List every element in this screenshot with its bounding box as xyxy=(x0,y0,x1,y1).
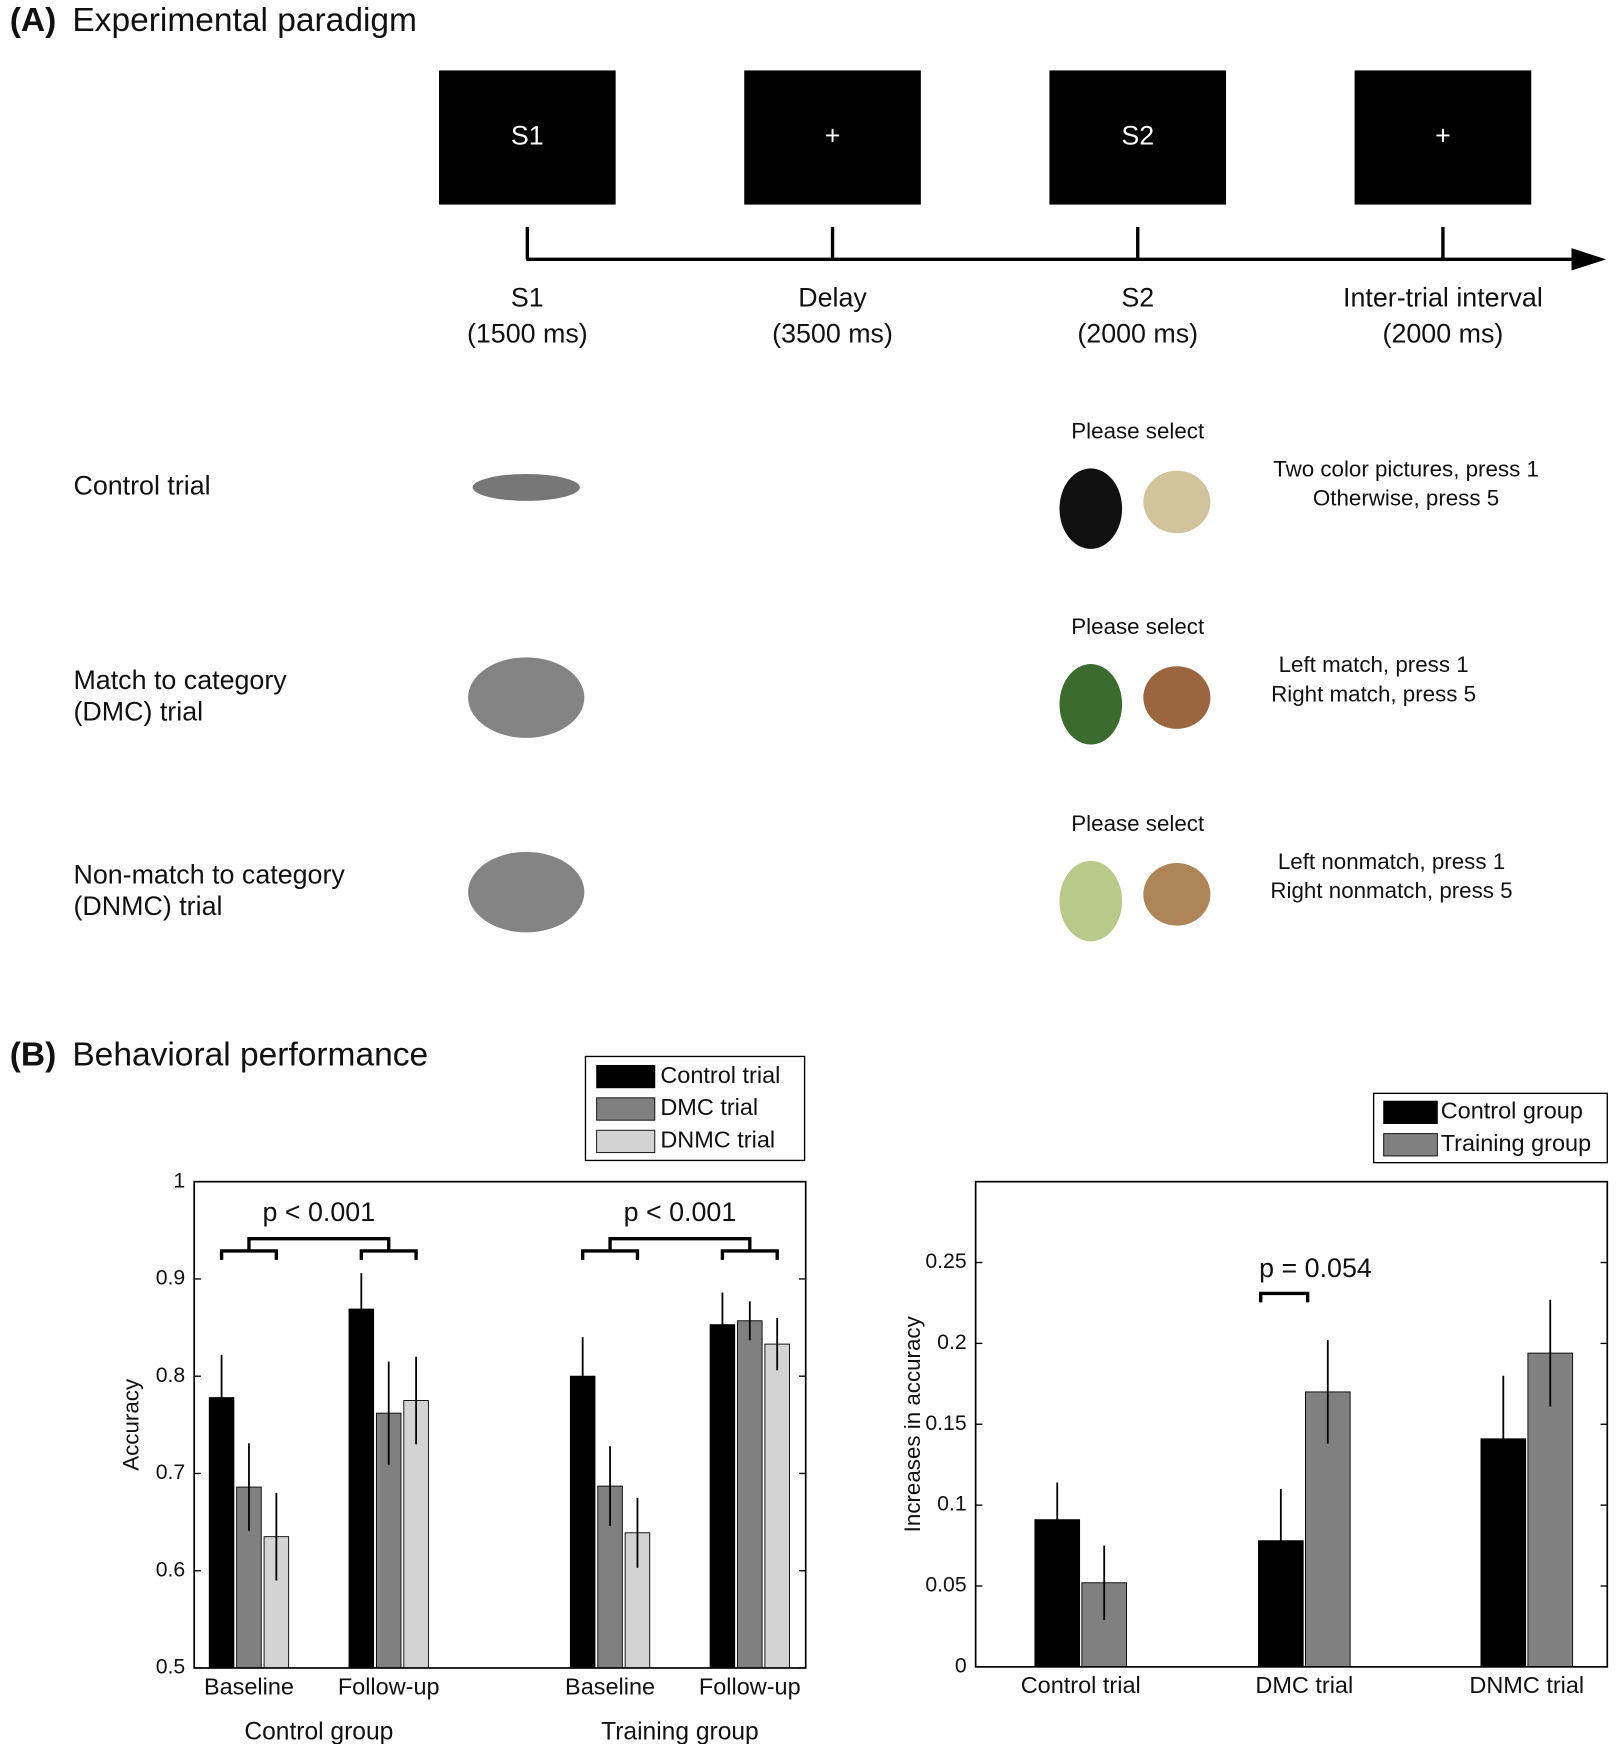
trial-name: Non-match to category xyxy=(73,860,345,890)
trial-name: Control trial xyxy=(73,471,210,501)
screen-label: S2 xyxy=(1121,121,1154,151)
group-label: Training group xyxy=(601,1718,759,1744)
x-tick-label: Control trial xyxy=(1021,1672,1141,1698)
annotation: p = 0.054 xyxy=(1259,1253,1372,1283)
legend-label: Training group xyxy=(1441,1130,1591,1156)
y-tick-label: 0.05 xyxy=(925,1573,966,1597)
stimulus-image xyxy=(1059,664,1123,745)
y-tick-label: 0.15 xyxy=(925,1411,966,1435)
panel-title: Behavioral performance xyxy=(72,1036,428,1073)
screen xyxy=(744,70,921,205)
y-axis-label: Increases in accuracy xyxy=(900,1315,925,1532)
bar xyxy=(569,1375,596,1669)
stimulus-image xyxy=(468,851,585,933)
timeline-arrow xyxy=(1571,248,1607,271)
legend-label: Control group xyxy=(1441,1098,1583,1124)
instruction: Two color pictures, press 1 xyxy=(1273,457,1539,482)
x-tick-label: DMC trial xyxy=(1255,1672,1353,1698)
legend-label: DMC trial xyxy=(660,1094,758,1120)
annotation: p < 0.001 xyxy=(263,1197,376,1227)
screen xyxy=(439,70,616,205)
x-tick-label: Baseline xyxy=(565,1673,655,1699)
phase-duration: (2000 ms) xyxy=(1383,318,1504,348)
legend-swatch xyxy=(596,1097,656,1121)
phase-name: Inter-trial interval xyxy=(1343,283,1543,313)
instruction: Left nonmatch, press 1 xyxy=(1278,849,1505,874)
group-label: Control group xyxy=(244,1718,393,1744)
prompt: Please select xyxy=(1071,614,1205,639)
screen-label: S1 xyxy=(511,121,544,151)
bar xyxy=(764,1343,790,1669)
phase-name: S1 xyxy=(511,283,544,313)
y-tick-label: 1 xyxy=(173,1168,185,1192)
instruction: Otherwise, press 5 xyxy=(1313,486,1499,511)
instruction: Right match, press 5 xyxy=(1271,681,1476,706)
screen xyxy=(1049,70,1227,205)
instruction: Right nonmatch, press 5 xyxy=(1270,878,1512,903)
bracket xyxy=(1259,1291,1310,1303)
bar xyxy=(709,1324,736,1669)
y-tick-label: 0.7 xyxy=(156,1460,186,1484)
plot-frame xyxy=(974,1180,1609,1668)
panel-label: (A) xyxy=(10,2,57,39)
x-tick-label: Baseline xyxy=(204,1673,294,1699)
screen xyxy=(1354,70,1532,205)
y-tick-label: 0.1 xyxy=(937,1492,967,1516)
stimulus-image xyxy=(1143,863,1211,926)
stimulus-image xyxy=(1059,468,1123,549)
phase-name: S2 xyxy=(1121,283,1154,313)
y-tick-label: 0.5 xyxy=(156,1655,186,1679)
prompt: Please select xyxy=(1071,419,1205,444)
stimulus-image xyxy=(1143,666,1211,729)
trial-name: (DMC) trial xyxy=(73,696,203,726)
trial-name: Match to category xyxy=(73,665,287,695)
panel-label: (B) xyxy=(10,1036,57,1073)
bar xyxy=(208,1397,235,1669)
x-tick-label: Follow-up xyxy=(338,1673,440,1699)
bar xyxy=(737,1320,763,1669)
legend-swatch xyxy=(596,1129,656,1154)
stimulus-image xyxy=(472,474,580,501)
bracket xyxy=(219,1249,279,1260)
screen-label: + xyxy=(825,121,841,151)
y-tick-label: 0.25 xyxy=(925,1249,966,1273)
annotation: p < 0.001 xyxy=(624,1197,737,1227)
x-tick-label: DNMC trial xyxy=(1469,1672,1584,1698)
y-tick-label: 0.2 xyxy=(937,1330,967,1354)
instruction: Left match, press 1 xyxy=(1279,652,1469,677)
plot-frame xyxy=(193,1180,807,1669)
screen-label: + xyxy=(1435,121,1451,151)
prompt: Please select xyxy=(1071,811,1205,836)
legend-label: DNMC trial xyxy=(660,1127,775,1153)
phase-duration: (2000 ms) xyxy=(1077,318,1198,348)
y-tick-label: 0.6 xyxy=(156,1557,186,1581)
bar xyxy=(348,1308,375,1669)
stimulus-image xyxy=(1059,860,1123,942)
stimulus-image xyxy=(468,657,585,738)
bracket xyxy=(359,1249,418,1260)
stimulus-image xyxy=(1143,470,1211,534)
phase-duration: (1500 ms) xyxy=(467,318,588,348)
legend-swatch xyxy=(1383,1100,1438,1124)
phase-duration: (3500 ms) xyxy=(772,318,893,348)
y-tick-label: 0.8 xyxy=(156,1363,186,1387)
legend-swatch xyxy=(1383,1133,1438,1157)
bracket xyxy=(580,1249,640,1260)
bracket xyxy=(247,1237,391,1251)
bar xyxy=(403,1400,429,1669)
y-axis-label: Accuracy xyxy=(119,1378,144,1471)
y-tick-label: 0 xyxy=(955,1653,967,1677)
bracket xyxy=(608,1237,752,1251)
legend-label: Control trial xyxy=(660,1062,780,1088)
panel-title: Experimental paradigm xyxy=(72,2,417,39)
x-tick-label: Follow-up xyxy=(699,1673,801,1699)
phase-name: Delay xyxy=(798,283,867,313)
trial-name: (DNMC) trial xyxy=(73,891,222,921)
y-tick-label: 0.9 xyxy=(156,1266,186,1290)
legend-swatch xyxy=(596,1064,656,1089)
bracket xyxy=(720,1249,779,1260)
